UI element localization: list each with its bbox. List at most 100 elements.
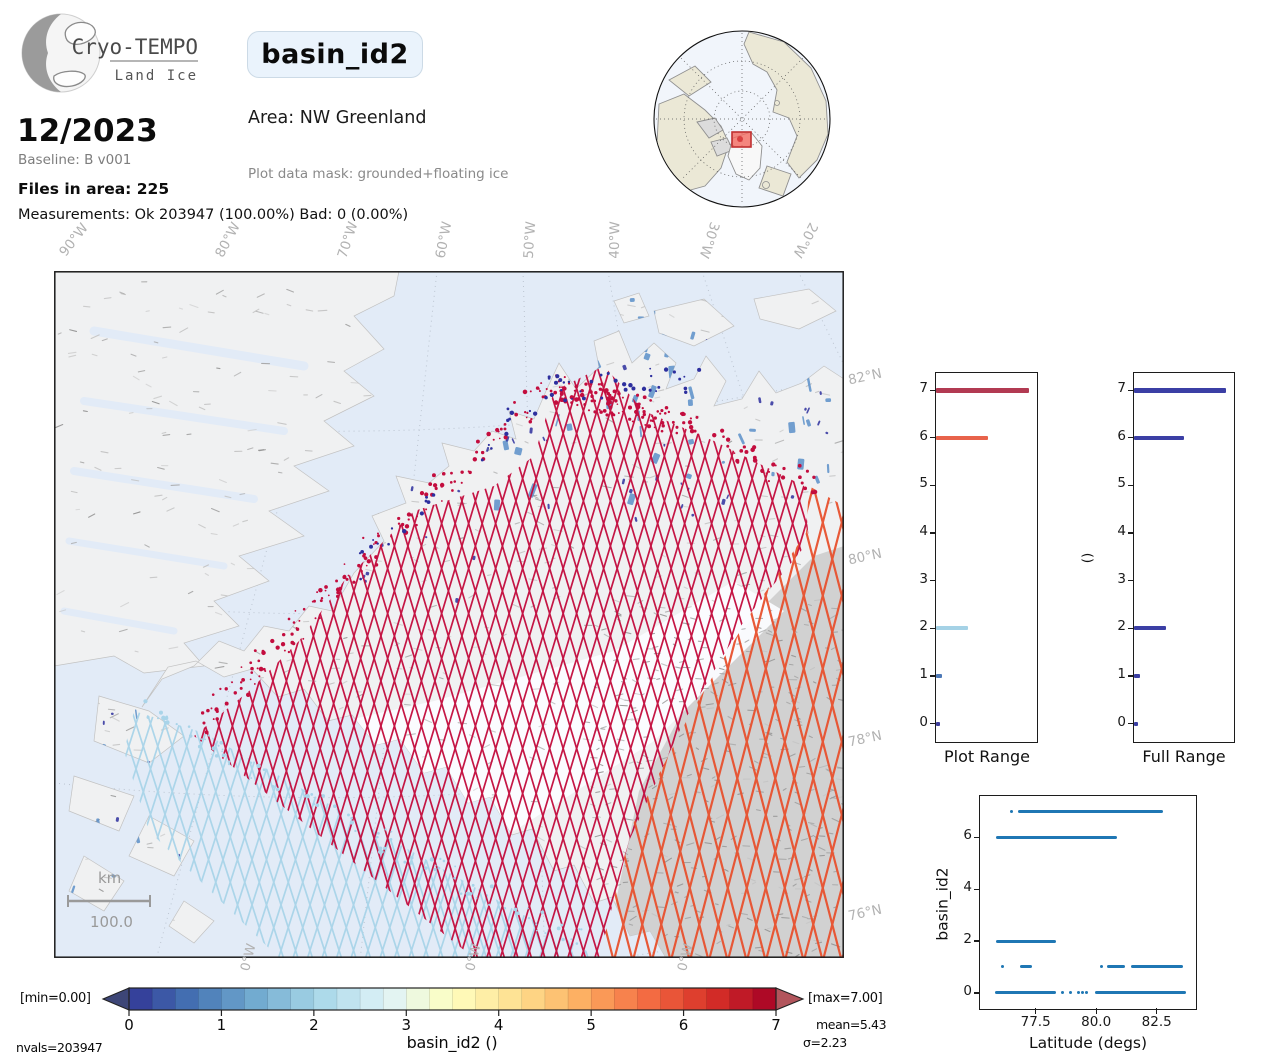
bar-ytickmark <box>1128 580 1134 582</box>
bar-ytickmark <box>930 723 936 725</box>
bar-ytick: 6 <box>919 427 928 444</box>
inset-graticule <box>656 33 828 205</box>
scatter-dot <box>1099 965 1103 969</box>
colorbar-cell <box>706 987 731 1011</box>
map-border <box>54 271 844 958</box>
full-range-title: Full Range <box>1142 747 1226 766</box>
inset-area-blob <box>737 136 743 142</box>
track-fringe <box>358 367 702 581</box>
colorbar-ticklabel: 0 <box>124 1016 134 1034</box>
bar-ytickmark <box>1128 675 1134 677</box>
colorbar-ticklabel: 1 <box>216 1016 227 1034</box>
colorbar-cell <box>475 987 500 1011</box>
colorbar-cell <box>313 987 338 1011</box>
bar-ytick: 6 <box>1117 427 1126 444</box>
colorbar-ticklabel: 7 <box>771 1016 781 1034</box>
colorbar-cell <box>498 987 523 1011</box>
colorbar-ticklabel: 2 <box>309 1016 319 1034</box>
scatter-dot <box>1001 965 1005 969</box>
scatter-segment <box>994 991 1057 995</box>
map-lon-label: 70°W <box>334 219 362 261</box>
colorbar-cell <box>590 987 615 1011</box>
cryo-tempo-logo: Cryo-TEMPO Land Ice <box>21 13 198 93</box>
bar-ytick: 2 <box>919 618 928 635</box>
files-count-label: Files in area: 225 <box>18 180 170 198</box>
bar-value-1 <box>936 673 942 678</box>
colorbar-cell <box>660 987 685 1011</box>
colorbar-cell <box>198 987 223 1011</box>
scatter-segment <box>1019 965 1033 969</box>
scatter-ytickmark <box>974 888 980 890</box>
scatter-dot <box>1009 810 1013 814</box>
colorbar-over-arrow <box>775 987 805 1011</box>
track-fringe <box>143 699 583 945</box>
scatter-dot <box>1069 991 1073 995</box>
colorbar-cell <box>151 987 176 1011</box>
scatter-ylabel: basin_id2 <box>933 867 952 941</box>
logo-crescent-icon <box>22 14 61 92</box>
polar-location-inset <box>653 30 831 208</box>
scatter-xtickmark <box>1035 1008 1037 1015</box>
bar-value-7 <box>936 387 1030 393</box>
bar-value-1 <box>1134 673 1140 678</box>
colorbar-under-arrow <box>101 987 130 1011</box>
colorbar-cell <box>729 987 754 1011</box>
scatter-xtickmark <box>1095 1008 1097 1015</box>
logo-antarctica-icon <box>53 70 86 88</box>
scatter-xtick: 77.5 <box>1020 1014 1051 1031</box>
colorbar-cell <box>175 987 199 1011</box>
scatter-dot <box>1060 991 1064 995</box>
bar-ytickmark <box>1128 532 1134 534</box>
scalebar-value: 100.0 <box>90 913 133 931</box>
bar-ytick: 5 <box>1117 475 1126 492</box>
colorbar-cell <box>290 987 315 1011</box>
scatter-xtick: 82.5 <box>1141 1014 1172 1031</box>
bar-ytick: 3 <box>1117 570 1126 587</box>
bar-value-2 <box>936 626 969 631</box>
colorbar-cell <box>406 987 430 1011</box>
colorbar-cell <box>683 987 708 1011</box>
plot-range-title: Plot Range <box>944 747 1030 766</box>
map-lon-label: 50°W <box>520 220 540 260</box>
scatter-ytickmark <box>974 940 980 942</box>
bar-value-7 <box>1134 387 1227 393</box>
bar-ytickmark <box>1128 437 1134 439</box>
map-lat-label: 80°N <box>846 545 884 569</box>
bar-ytick: 4 <box>919 522 928 539</box>
bar-ytickmark <box>930 532 936 534</box>
colorbar-cell <box>567 987 592 1011</box>
scatter-segment <box>995 835 1117 839</box>
colorbar-cell <box>521 987 546 1011</box>
bar-ytick: 1 <box>919 665 928 682</box>
variable-badge: basin_id2 <box>247 31 423 78</box>
scatter-segment <box>1107 965 1126 969</box>
colorbar-cell <box>267 987 292 1011</box>
track-fringe <box>200 374 818 735</box>
colorbar <box>101 987 805 1016</box>
colorbar-max-label: [max=7.00] <box>808 991 883 1006</box>
logo-subtitle: Land Ice <box>115 68 198 84</box>
area-label: Area: NW Greenland <box>248 108 427 128</box>
colorbar-cell <box>752 987 777 1011</box>
colorbar-ticklabel: 4 <box>493 1016 504 1034</box>
plot-range-chart: 0 1 2 3 4 5 6 7 <box>919 372 1038 743</box>
map-lon-label: 80°W <box>212 219 244 261</box>
scatter-ytick: 0 <box>963 982 972 999</box>
scatter-ytick: 2 <box>963 931 972 948</box>
greenland-track-map: km 100.0 <box>54 271 844 958</box>
colorbar-frame <box>128 987 777 1011</box>
bar-ytickmark <box>930 580 936 582</box>
colorbar-cell <box>429 987 454 1011</box>
colorbar-ticklabel: 3 <box>401 1016 412 1034</box>
full-range-ylabel: () <box>1079 552 1096 564</box>
colorbar-cell <box>614 987 638 1011</box>
scatter-segment <box>1017 810 1163 814</box>
bar-ytickmark <box>930 675 936 677</box>
scatter-ytickmark <box>974 992 980 994</box>
colorbar-cell <box>221 987 246 1011</box>
colorbar-title: basin_id2 () <box>406 1033 498 1052</box>
full-range-chart: 0 1 2 3 4 5 6 7 <box>1117 372 1235 743</box>
scatter-xtickmark <box>1156 1008 1158 1015</box>
map-lat-label: 78°N <box>846 727 884 751</box>
map-scalebar: km 100.0 <box>67 869 151 931</box>
